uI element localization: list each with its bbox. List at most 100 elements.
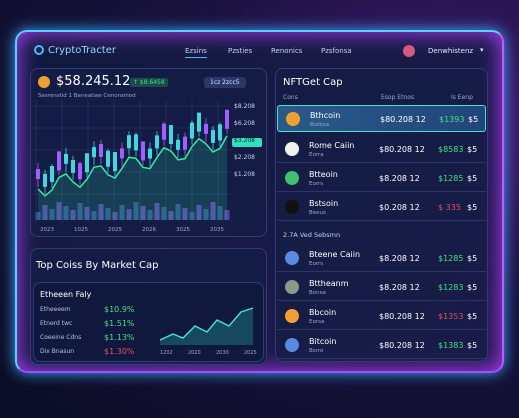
- volume-bar: [217, 206, 223, 220]
- coin-price: $80.208 12: [379, 312, 425, 321]
- market-row[interactable]: Bbcoin Eorsa $80.208 12 $1353 $5: [277, 303, 486, 330]
- market-row[interactable]: Bthcoin Botbsa $80.208 12 $1393 $5: [277, 105, 486, 132]
- nav-item[interactable]: Ezsins: [185, 47, 207, 58]
- candle: [120, 148, 124, 159]
- candle: [85, 153, 89, 173]
- coin-name: Dix Bnasun: [40, 348, 75, 355]
- coin-name: Etnerd twc: [40, 320, 73, 327]
- nav-item[interactable]: Pzsfonsa: [321, 47, 352, 55]
- coin-change: $1393: [439, 115, 465, 124]
- candle: [50, 166, 54, 183]
- range-select[interactable]: 1cz 2zcc5: [204, 77, 246, 88]
- coin-change: $1383: [438, 341, 464, 350]
- candle: [204, 123, 208, 134]
- candle: [176, 139, 180, 150]
- candle: [190, 122, 194, 139]
- coin-symbol: Eorrs: [309, 181, 324, 187]
- coin-change: $1.13%: [104, 333, 135, 342]
- badge: ↑ $8.6458: [130, 78, 168, 87]
- column-header: Cons: [283, 94, 298, 101]
- coin-price: $0.208 12: [379, 203, 420, 212]
- coin-cap: $5: [467, 283, 478, 292]
- time-label: 2023: [40, 227, 54, 233]
- dropdown-arrow[interactable]: ▾: [480, 46, 484, 54]
- candle: [36, 169, 40, 179]
- candle: [197, 112, 201, 132]
- column-header: Esop Etnos: [381, 94, 415, 101]
- volume-bar: [140, 206, 146, 220]
- coin-price: $8.208 12: [379, 174, 420, 183]
- volume-bar: [42, 205, 48, 220]
- coin-icon: [285, 142, 299, 156]
- coin-cap: $5: [467, 312, 478, 321]
- price-label: $2.208: [234, 154, 255, 161]
- coin-price: $80.208 12: [380, 115, 426, 124]
- coin-symbol: Eorra: [309, 152, 324, 158]
- coin-cap: $5: [467, 254, 478, 263]
- candle: [162, 123, 166, 140]
- market-row[interactable]: Bttheanm Bonsa $8.208 12 $1283 $5: [277, 274, 486, 301]
- mini-time-label: 2020: [188, 350, 201, 356]
- volume-bar: [168, 211, 174, 220]
- coin-name: Bttheanm: [309, 279, 349, 288]
- volume-bar: [154, 203, 160, 220]
- coin-change: $1285: [438, 254, 464, 263]
- candle: [64, 153, 68, 164]
- coin-name: Bbcoin: [309, 308, 337, 317]
- market-row[interactable]: Rome Caiin Eorra $80.208 12 $8583 $5: [277, 136, 486, 163]
- candle: [78, 163, 82, 180]
- volume-bar: [196, 205, 202, 220]
- volume-bar: [77, 203, 83, 220]
- price-chart: $8.208 $6.208 $2.208 $1.208 $3.208 2023 1025 20…: [32, 100, 262, 233]
- time-label: 2026: [142, 227, 156, 233]
- volume-bar: [63, 206, 69, 220]
- coin-icon: [285, 309, 299, 323]
- volume-bar: [119, 205, 125, 220]
- coin-name: Rome Caiin: [309, 141, 355, 150]
- coin-icon: [38, 76, 50, 88]
- market-row[interactable]: Bitcoin Bsrro $80.208 12 $1383 $5: [277, 332, 486, 359]
- mini-time-label: 1202: [160, 350, 173, 356]
- coin-change: $8583: [438, 145, 464, 154]
- coin-cap: $5: [467, 203, 478, 212]
- coin-change: $1283: [438, 283, 464, 292]
- candle: [155, 135, 159, 149]
- user-name[interactable]: Denwhistenz: [428, 47, 474, 55]
- logo: CryptoTracter: [48, 45, 116, 56]
- candle: [169, 125, 173, 145]
- nav-item[interactable]: Renonics: [271, 47, 303, 55]
- trend-line: [37, 135, 228, 197]
- volume-bar: [91, 211, 97, 220]
- volume-bar: [98, 204, 104, 220]
- time-label: 2035: [210, 227, 224, 233]
- coin-cap: $5: [468, 115, 479, 124]
- nav-item[interactable]: Pzsties: [228, 47, 253, 55]
- avatar: [403, 45, 415, 57]
- coin-price: $80.208 12: [379, 145, 425, 154]
- coin-name: Btteoin: [309, 170, 338, 179]
- candle: [57, 151, 61, 171]
- candle: [218, 124, 222, 141]
- coin-name: Bitcoin: [309, 337, 337, 346]
- coin-change: $1353: [438, 312, 464, 321]
- coin-symbol: Bonsa: [309, 290, 326, 296]
- coin-change: $10.9%: [104, 305, 135, 314]
- volume-bar: [84, 207, 90, 220]
- coin-symbol: Beeus: [309, 210, 326, 216]
- coin-cap: $5: [467, 341, 478, 350]
- coin-price: $8.208 12: [379, 283, 420, 292]
- coin-name: Bteene Caiin: [309, 250, 361, 259]
- market-row[interactable]: Btteoin Eorrs $8.208 12 $1285 $5: [277, 165, 486, 192]
- time-label: 3025: [176, 227, 190, 233]
- market-row[interactable]: Bstsoin Beeus $0.208 12 $ 335 $5: [277, 194, 486, 221]
- sub-panel: [33, 282, 264, 362]
- candle: [141, 141, 145, 161]
- volume-bar: [49, 209, 55, 220]
- price-tag: [232, 138, 262, 147]
- market-row[interactable]: Bteene Caiin Eorrs $8.208 12 $1285 $5: [277, 245, 486, 272]
- candle: [43, 173, 47, 187]
- coin-change: $1.51%: [104, 319, 135, 328]
- volume-bar: [133, 202, 139, 220]
- volume-bar: [56, 202, 62, 220]
